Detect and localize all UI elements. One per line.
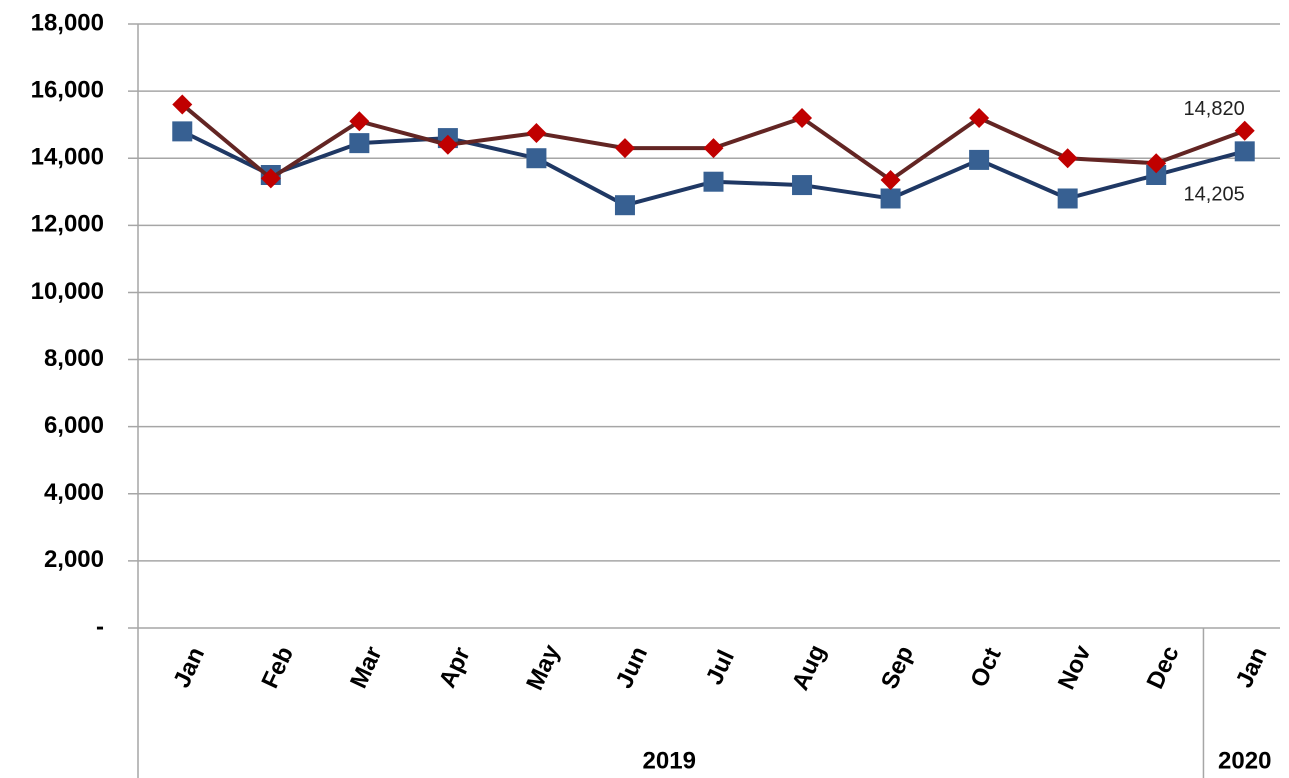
marker <box>437 134 458 155</box>
x-tick-label: Sep <box>876 642 919 693</box>
marker <box>969 107 990 128</box>
year-label: 2019 <box>643 747 696 774</box>
marker <box>1234 141 1255 162</box>
year-label: 2020 <box>1218 747 1271 774</box>
marker <box>614 195 635 216</box>
marker <box>260 168 281 189</box>
value-label: 14,820 <box>1184 98 1245 120</box>
y-tick-label: 6,000 <box>44 412 104 439</box>
y-tick-label: 16,000 <box>31 76 104 103</box>
x-tick-label: Mar <box>345 642 388 692</box>
marker <box>1146 153 1167 174</box>
marker <box>880 170 901 191</box>
marker <box>1234 120 1255 141</box>
x-tick-label: May <box>521 640 565 694</box>
marker <box>614 138 635 159</box>
marker <box>526 148 547 169</box>
marker <box>349 111 370 132</box>
x-tick-label: Aug <box>787 641 831 695</box>
y-tick-label: 12,000 <box>31 211 104 238</box>
x-tick-label: Jan <box>168 643 210 692</box>
marker <box>969 149 990 170</box>
marker <box>703 138 724 159</box>
x-tick-label: Jan <box>1231 643 1273 692</box>
value-label: 14,205 <box>1184 184 1245 206</box>
marker <box>880 188 901 209</box>
x-tick-label: Dec <box>1142 642 1185 693</box>
marker <box>792 175 813 196</box>
x-tick-label: Jun <box>611 642 654 692</box>
y-tick-label: 2,000 <box>44 546 104 573</box>
y-tick-label: 4,000 <box>44 479 104 506</box>
x-tick-label: Nov <box>1053 641 1097 694</box>
y-tick-label: 14,000 <box>31 144 104 171</box>
marker <box>703 171 724 192</box>
x-tick-label: Oct <box>965 644 1006 692</box>
y-tick-label: 10,000 <box>31 278 104 305</box>
y-tick-label: 18,000 <box>31 9 104 36</box>
marker <box>1057 188 1078 209</box>
marker <box>526 123 547 144</box>
marker <box>172 94 193 115</box>
x-tick-label: Feb <box>257 642 300 692</box>
marker <box>172 121 193 142</box>
marker <box>1146 165 1167 185</box>
y-tick-label: 8,000 <box>44 345 104 372</box>
x-tick-label: Apr <box>434 643 476 692</box>
marker <box>792 107 813 128</box>
y-tick-label: - <box>96 613 104 640</box>
marker <box>1057 148 1078 169</box>
marker <box>349 133 370 154</box>
x-tick-label: Jul <box>701 646 740 689</box>
